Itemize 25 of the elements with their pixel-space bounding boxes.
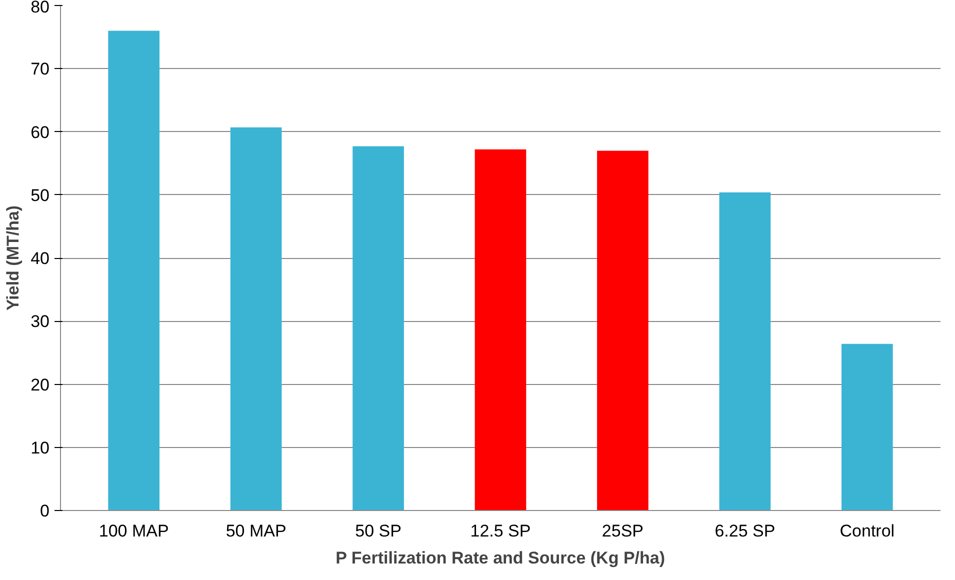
bar [474,149,526,510]
bar [352,146,404,510]
bar [719,192,771,510]
y-tick-label: 80 [30,0,50,16]
y-tick-label: 10 [30,438,50,458]
x-tick-label: 25SP [602,522,644,540]
y-tick-label: 50 [30,186,50,205]
x-tick-label: 12.5 SP [470,522,531,540]
bar [230,127,282,510]
y-tick-label: 40 [30,249,50,268]
x-tick-label: 50 MAP [226,522,286,540]
x-tick-label: Control [840,522,895,540]
x-tick-label: 50 SP [355,522,402,540]
y-tick-label: 20 [30,375,50,394]
x-axis-title: P Fertilization Rate and Source (Kg P/ha) [336,548,666,568]
y-tick-label: 0 [40,502,50,520]
y-tick-label: 60 [30,122,50,142]
y-tick-label: 30 [30,312,50,332]
x-tick-label: 6.25 SP [714,522,776,540]
y-tick-label: 70 [30,60,50,79]
bar [842,344,893,510]
y-axis-title: Yield (MT/ha) [4,205,23,311]
bar [108,30,160,510]
bar [597,150,648,510]
x-tick-label: 100 MAP [98,522,169,540]
